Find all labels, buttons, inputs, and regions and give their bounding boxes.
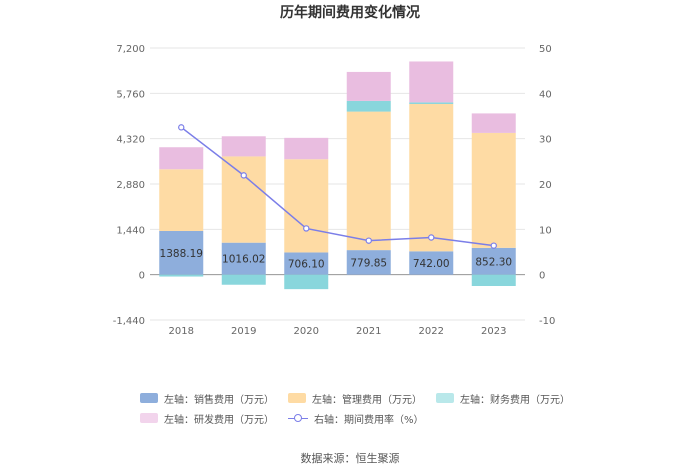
sales-data-label: 706.10 [288,259,325,271]
left-tick-label: 0 [139,271,145,282]
bar-segment [284,159,329,253]
bar-segment [471,274,516,286]
bar-segment [221,274,266,285]
left-tick-label: 4,320 [116,135,145,146]
bar-segment [409,102,454,104]
legend-item-sales[interactable]: 左轴：销售费用（万元） [140,391,274,406]
chart-title: 历年期间费用变化情况 [280,5,420,21]
rate-point [303,225,310,232]
data-source: 数据来源：恒生聚源 [300,452,400,465]
bar-segment [159,230,204,275]
left-tick-label: -1,440 [113,316,145,327]
bar-segment [284,137,329,160]
grid-lines [150,47,525,321]
right-tick-label: 40 [539,89,552,100]
rate-point [428,234,435,241]
sales-data-label: 1388.19 [160,248,203,260]
rate-point [240,172,247,179]
right-tick-label: -10 [539,316,555,327]
right-tick-label: 0 [539,271,545,282]
right-tick-label: 10 [539,225,552,236]
legend-swatch-finance [436,393,454,403]
bar-segment [284,252,329,275]
x-axis-ticks: 2018 2019 2020 2021 2022 2023 [169,326,507,337]
legend-item-rnd[interactable]: 左轴：研发费用（万元） [140,411,274,426]
left-tick-label: 2,880 [116,180,145,191]
legend-label-admin: 左轴：管理费用（万元） [312,394,422,406]
bar-segment [346,250,391,275]
bar-segment [346,71,391,101]
sales-data-label: 742.00 [413,258,450,270]
data-labels: 1388.19 1016.02 706.10 779.85 742.00 852.30 [160,248,513,271]
bar-segment [221,136,266,157]
right-tick-label: 30 [539,135,552,146]
x-tick-label: 2021 [356,326,381,337]
legend-item-rate[interactable]: 右轴：期间费用率（%） [288,411,424,426]
sales-data-label: 852.30 [475,256,512,268]
left-axis-ticks: -1,440 0 1,440 2,880 4,320 5,760 7,200 [113,44,145,327]
right-tick-label: 50 [539,44,552,55]
right-axis-ticks: -10 0 10 20 30 40 50 [539,44,555,327]
bar-segment [471,132,516,248]
legend-swatch-rnd [140,413,158,423]
left-tick-label: 1,440 [116,225,145,236]
legend-item-finance[interactable]: 左轴：财务费用（万元） [436,391,570,406]
sales-data-label: 779.85 [350,257,387,269]
bar-segment [471,113,516,133]
rate-point [178,124,185,131]
rate-point [490,242,497,249]
bar-segment [159,274,204,277]
legend-swatch-sales [140,393,158,403]
bar-segment [346,100,391,112]
rate-line-path [180,126,494,247]
bar-segment [221,156,266,243]
rate-line [178,124,497,249]
legend-label-finance: 左轴：财务费用（万元） [460,394,570,406]
legend-label-sales: 左轴：销售费用（万元） [164,394,274,406]
bar-segment [221,242,266,275]
bar-segment [159,169,204,231]
x-tick-label: 2018 [169,326,194,337]
bar-segment [159,147,204,170]
legend-label-rnd: 左轴：研发费用（万元） [164,414,274,426]
legend: 左轴：销售费用（万元） 左轴：管理费用（万元） 左轴：财务费用（万元） 左轴：研… [140,388,580,428]
bar-segment [471,247,516,275]
bar-segment [346,111,391,251]
legend-swatch-rate [288,413,308,423]
bar-segment [409,103,454,252]
bar-segment [284,274,329,290]
rate-point [365,237,372,244]
bar-segment [409,251,454,275]
left-tick-label: 5,760 [116,89,145,100]
legend-item-admin[interactable]: 左轴：管理费用（万元） [288,391,422,406]
x-tick-label: 2023 [481,326,506,337]
legend-swatch-admin [288,393,306,403]
bars [159,61,516,290]
x-tick-label: 2020 [294,326,319,337]
x-tick-label: 2019 [231,326,256,337]
sales-data-label: 1016.02 [222,254,265,266]
bar-segment [409,61,454,103]
legend-label-rate: 右轴：期间费用率（%） [314,414,424,426]
x-tick-label: 2022 [419,326,444,337]
left-tick-label: 7,200 [116,44,145,55]
right-tick-label: 20 [539,180,552,191]
